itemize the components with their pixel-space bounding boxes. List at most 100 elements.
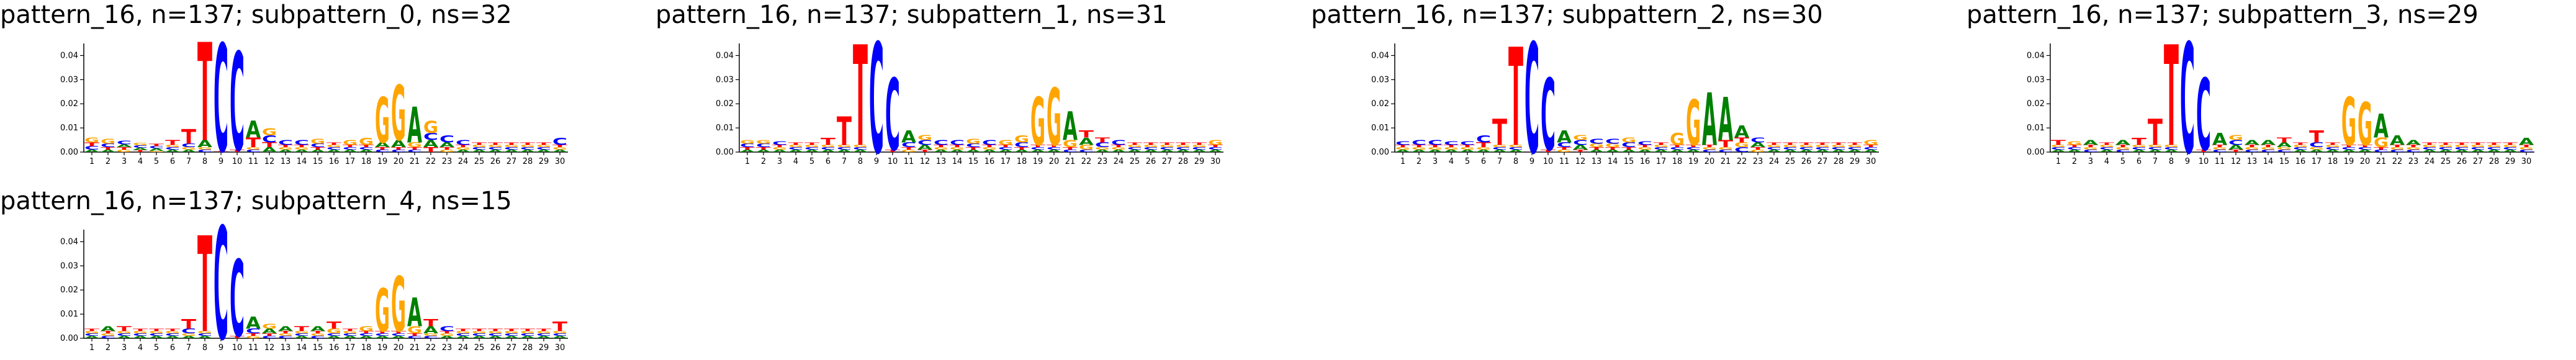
logo-letter-A: A	[181, 335, 196, 339]
logo-letter-glyph: T	[1863, 144, 1878, 148]
logo-letter-glyph: C	[2132, 146, 2146, 150]
logo-letter-glyph: G	[488, 144, 503, 148]
logo-letter-glyph: C	[472, 333, 487, 336]
logo-letter-glyph: T	[2503, 142, 2518, 145]
logo-letter-C: C	[1143, 146, 1158, 150]
x-tick-label: 1	[1400, 157, 1405, 166]
logo-letter-A: A	[2454, 149, 2469, 153]
logo-letter-T: T	[2148, 111, 2163, 153]
x-tick-label: 15	[1624, 157, 1634, 166]
logo-letter-glyph: G	[117, 149, 132, 153]
x-tick-label: 12	[264, 157, 275, 166]
logo-letter-glyph: G	[262, 126, 277, 138]
logo-letter-T: T	[1014, 146, 1029, 150]
logo-letter-glyph: G	[423, 118, 438, 137]
logo-letter-A: A	[1176, 149, 1191, 153]
logo-letter-glyph: A	[117, 143, 132, 148]
x-tick-label: 21	[410, 343, 420, 353]
logo-letter-glyph: G	[2228, 134, 2243, 142]
logo-letter-C: C	[1428, 138, 1443, 146]
logo-letter-C: C	[2325, 146, 2340, 150]
logo-letter-C: C	[278, 335, 293, 339]
logo-letter-glyph: C	[327, 146, 341, 150]
logo-letter-glyph: G	[278, 333, 293, 336]
logo-letter-glyph: G	[165, 330, 180, 334]
logo-letter-glyph: A	[901, 127, 916, 146]
x-tick-label: 11	[1559, 157, 1570, 166]
logo-letter-glyph: T	[2309, 127, 2324, 146]
logo-letter-glyph: A	[2341, 149, 2356, 153]
logo-letter-A: A	[262, 146, 277, 153]
logo-letter-C: C	[294, 333, 309, 336]
logo-letter-glyph: G	[439, 333, 454, 336]
x-tick-label: 10	[888, 157, 898, 166]
logo-letter-T: T	[101, 330, 115, 334]
y-tick-label: 0.01	[2027, 124, 2045, 133]
logo-letter-A: A	[391, 138, 406, 150]
x-tick-label: 1	[89, 343, 94, 353]
logo-letter-T: T	[423, 317, 438, 329]
logo-letter-glyph: C	[117, 140, 132, 145]
logo-letter-T: T	[1767, 142, 1781, 145]
y-tick-label: 0.00	[1371, 148, 1389, 157]
logo-letter-glyph: G	[1508, 144, 1523, 148]
logo-letter-glyph: C	[2390, 149, 2405, 153]
logo-letter-glyph: C	[1670, 146, 1685, 150]
logo-letter-glyph: C	[84, 333, 99, 336]
logo-letter-C: C	[504, 146, 519, 150]
x-tick-label: 14	[297, 157, 307, 166]
logo-letter-A: A	[1734, 122, 1749, 142]
logo-letter-T: T	[84, 328, 99, 331]
logo-letter-glyph: T	[1589, 146, 1604, 150]
x-tick-label: 13	[1592, 157, 1602, 166]
logo-letter-T: T	[165, 328, 180, 331]
logo-letter-glyph: T	[1750, 146, 1765, 150]
logo-letter-G: G	[552, 146, 567, 150]
logo-letter-glyph: C	[1524, 12, 1539, 188]
x-tick-label: 28	[523, 157, 533, 166]
logo-letter-glyph: G	[423, 333, 438, 336]
logo-letter-C: C	[2341, 146, 2356, 150]
logo-letter-G: G	[246, 335, 261, 339]
logo-letter-A: A	[1799, 149, 1814, 153]
logo-letter-glyph: T	[2132, 136, 2146, 148]
logo-letter-T: T	[1428, 144, 1443, 148]
logo-letter-T: T	[1750, 146, 1765, 150]
logo-letter-glyph: T	[101, 146, 115, 150]
logo-letter-glyph: A	[2503, 149, 2518, 153]
logo-panel-1: pattern_16, n=137; subpattern_1, ns=31 0…	[655, 0, 1282, 188]
logo-letter-C: C	[423, 131, 438, 143]
logo-letter-T: T	[1847, 142, 1862, 145]
logo-letter-glyph: A	[1063, 104, 1078, 150]
logo-letter-C: C	[869, 12, 884, 188]
logo-letter-G: G	[1476, 146, 1491, 150]
logo-letter-glyph: T	[456, 328, 471, 331]
logo-letter-G: G	[343, 330, 358, 334]
x-tick-label: 7	[1497, 157, 1502, 166]
x-tick-label: 1	[89, 157, 94, 166]
logo-letter-glyph: T	[998, 144, 1013, 148]
logo-letter-T: T	[1589, 146, 1604, 150]
logo-letter-glyph: A	[1621, 149, 1636, 153]
logo-letter-glyph: A	[488, 149, 503, 153]
logo-letter-glyph: G	[343, 330, 358, 334]
logo-letter-glyph: C	[1621, 141, 1636, 148]
logo-letter-C: C	[1686, 146, 1701, 150]
logo-letter-glyph: A	[1143, 149, 1158, 153]
x-tick-label: 1	[2056, 157, 2061, 166]
logo-letter-glyph: C	[359, 146, 374, 150]
logo-letter-glyph: T	[407, 146, 422, 150]
logo-letter-glyph: A	[1030, 149, 1045, 153]
x-tick-label: 29	[1850, 157, 1860, 166]
logo-letter-C: C	[804, 146, 819, 150]
logo-letter-G: G	[1428, 146, 1443, 150]
logo-letter-glyph: C	[2422, 146, 2437, 150]
x-tick-label: 3	[1433, 157, 1438, 166]
logo-letter-T: T	[1030, 144, 1045, 148]
logo-letter-A: A	[2325, 149, 2340, 153]
logo-letter-A: A	[1702, 78, 1717, 162]
logo-letter-glyph: T	[1670, 144, 1685, 148]
logo-letter-C: C	[181, 327, 196, 335]
logo-letter-glyph: C	[2406, 149, 2421, 153]
logo-letter-glyph: G	[1831, 144, 1846, 148]
